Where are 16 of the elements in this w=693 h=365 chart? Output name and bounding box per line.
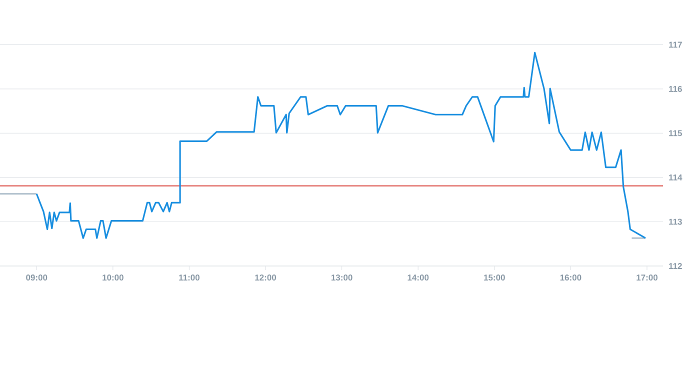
y-tick-label: 114: [669, 174, 682, 180]
y-tick-label: 117: [669, 42, 682, 48]
x-tick-label: 14:00: [408, 274, 429, 281]
x-tick-label: 17:00: [636, 274, 658, 281]
x-tick-label: 13:00: [331, 274, 352, 281]
x-tick-label: 15:00: [484, 274, 505, 281]
y-tick-label: 115: [669, 130, 682, 136]
y-tick-label: 116: [669, 86, 682, 92]
x-tick-label: 11:00: [179, 274, 200, 281]
x-tick-label: 10:00: [102, 274, 124, 281]
y-tick-label: 113: [669, 218, 682, 225]
y-tick-label: 112: [669, 263, 682, 269]
x-tick-label: 09:00: [26, 274, 48, 281]
x-tick-label: 16:00: [560, 274, 582, 281]
line-series: [36, 52, 646, 239]
x-tick-label: 12:00: [255, 274, 276, 281]
